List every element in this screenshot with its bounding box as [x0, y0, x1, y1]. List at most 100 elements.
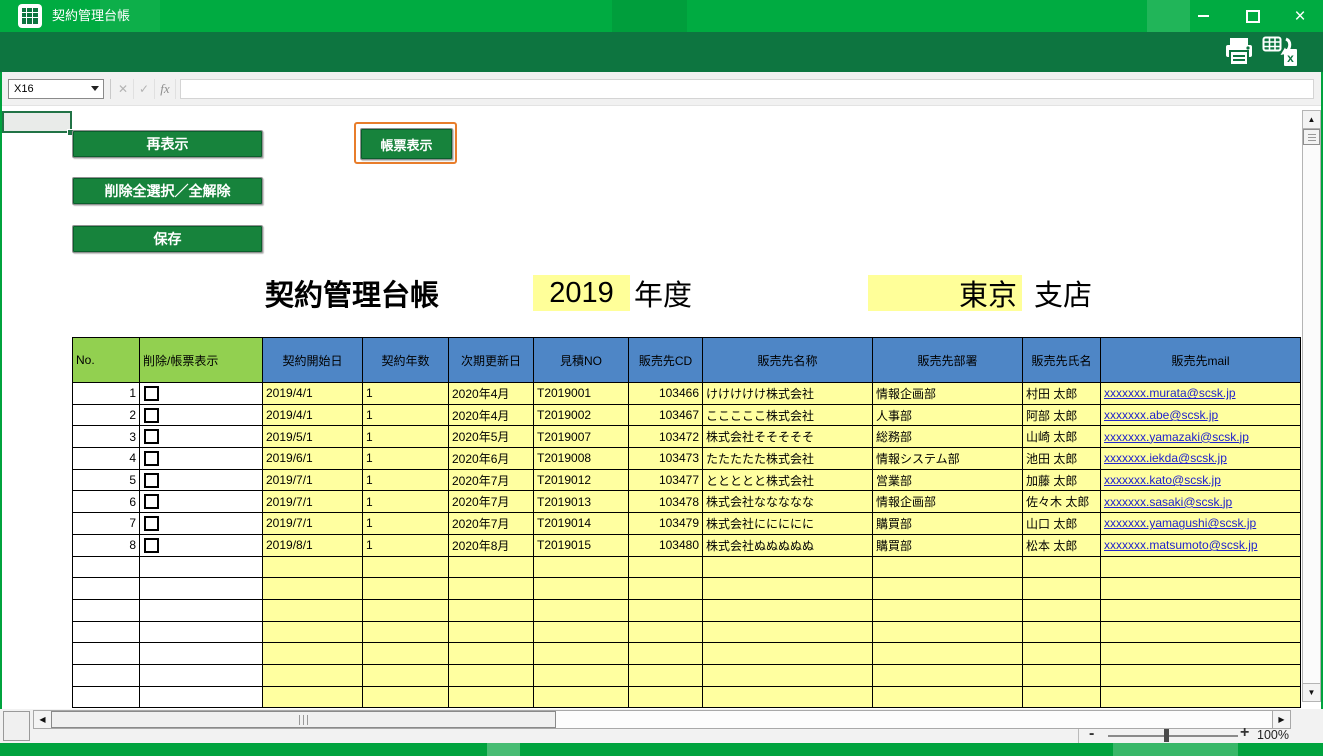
- cell-empty[interactable]: [448, 620, 534, 644]
- cell-customer-dept[interactable]: 購買部: [872, 533, 1023, 557]
- cell-empty[interactable]: [1100, 577, 1301, 600]
- cell-empty[interactable]: [362, 620, 449, 644]
- confirm-entry-button[interactable]: ✓: [134, 79, 155, 99]
- minimize-button[interactable]: [1180, 0, 1226, 32]
- cell-customer-cd[interactable]: 103473: [628, 447, 703, 470]
- close-button[interactable]: ×: [1277, 0, 1323, 32]
- zoom-slider-track[interactable]: [1108, 735, 1238, 737]
- cell-customer-cd[interactable]: 103479: [628, 512, 703, 535]
- cell-empty[interactable]: [448, 642, 534, 665]
- cell-empty[interactable]: [262, 620, 363, 644]
- delete-checkbox[interactable]: [144, 537, 159, 553]
- delete-checkbox[interactable]: [144, 472, 159, 488]
- cell-empty[interactable]: [1100, 663, 1301, 687]
- cell-empty[interactable]: [448, 555, 534, 579]
- cell-delete-flag[interactable]: [139, 620, 263, 644]
- cell-customer-cd[interactable]: 103480: [628, 533, 703, 557]
- cell-empty[interactable]: [872, 685, 1023, 709]
- cell-customer-name[interactable]: けけけけけ株式会社: [702, 382, 873, 405]
- cell-empty[interactable]: [262, 685, 363, 709]
- cell-empty[interactable]: [872, 620, 1023, 644]
- cell-next-renewal[interactable]: 2020年6月: [448, 447, 534, 470]
- customer-mail-link[interactable]: xxxxxxx.abe@scsk.jp: [1104, 408, 1219, 423]
- cell-contract-years[interactable]: 1: [362, 382, 449, 405]
- cell-contract-years[interactable]: 1: [362, 468, 449, 492]
- selected-cell[interactable]: [2, 111, 72, 133]
- cell-empty[interactable]: [448, 577, 534, 600]
- cell-empty[interactable]: [628, 620, 703, 644]
- cell-customer-person[interactable]: 山崎 太郎: [1022, 425, 1101, 449]
- cell-empty[interactable]: [1022, 642, 1101, 665]
- cell-no[interactable]: 3: [72, 425, 140, 449]
- cell-quote-no[interactable]: T2019007: [533, 425, 629, 449]
- cell-empty[interactable]: [362, 555, 449, 579]
- cell-customer-name[interactable]: 株式会社そそそそそ: [702, 425, 873, 449]
- cell-next-renewal[interactable]: 2020年4月: [448, 382, 534, 405]
- cell-no[interactable]: 8: [72, 533, 140, 557]
- cell-empty[interactable]: [1100, 685, 1301, 709]
- horizontal-scrollbar-thumb[interactable]: [51, 711, 556, 728]
- cell-delete-flag[interactable]: [139, 685, 263, 709]
- cell-no[interactable]: [72, 685, 140, 709]
- cell-empty[interactable]: [1100, 642, 1301, 665]
- cell-empty[interactable]: [628, 555, 703, 579]
- customer-mail-link[interactable]: xxxxxxx.yamazaki@scsk.jp: [1104, 429, 1249, 444]
- name-box[interactable]: X16: [8, 79, 104, 99]
- cell-empty[interactable]: [262, 663, 363, 687]
- customer-mail-link[interactable]: xxxxxxx.matsumoto@scsk.jp: [1104, 538, 1258, 553]
- cell-next-renewal[interactable]: 2020年7月: [448, 490, 534, 514]
- cell-quote-no[interactable]: T2019008: [533, 447, 629, 470]
- cell-empty[interactable]: [1100, 555, 1301, 579]
- cell-no[interactable]: 1: [72, 382, 140, 405]
- cell-customer-dept[interactable]: 情報企画部: [872, 490, 1023, 514]
- cell-empty[interactable]: [628, 577, 703, 600]
- cell-no[interactable]: [72, 598, 140, 622]
- cell-start-date[interactable]: 2019/4/1: [262, 382, 363, 405]
- cell-start-date[interactable]: 2019/4/1: [262, 403, 363, 427]
- cell-customer-person[interactable]: 佐々木 太郎: [1022, 490, 1101, 514]
- cell-no[interactable]: 6: [72, 490, 140, 514]
- cell-quote-no[interactable]: T2019015: [533, 533, 629, 557]
- cell-contract-years[interactable]: 1: [362, 403, 449, 427]
- cell-customer-person[interactable]: 池田 太郎: [1022, 447, 1101, 470]
- cell-empty[interactable]: [628, 598, 703, 622]
- cell-empty[interactable]: [448, 598, 534, 622]
- cell-quote-no[interactable]: T2019013: [533, 490, 629, 514]
- cell-empty[interactable]: [448, 663, 534, 687]
- cell-empty[interactable]: [262, 555, 363, 579]
- cell-customer-dept[interactable]: 情報企画部: [872, 382, 1023, 405]
- cell-customer-dept[interactable]: 総務部: [872, 425, 1023, 449]
- cell-contract-years[interactable]: 1: [362, 533, 449, 557]
- cell-empty[interactable]: [872, 598, 1023, 622]
- scroll-right-button[interactable]: ▶: [1272, 711, 1290, 728]
- cell-empty[interactable]: [533, 685, 629, 709]
- cell-empty[interactable]: [702, 685, 873, 709]
- horizontal-scrollbar[interactable]: ◀ ▶: [33, 710, 1291, 729]
- cell-empty[interactable]: [1022, 555, 1101, 579]
- cell-customer-name[interactable]: 株式会社ににににに: [702, 512, 873, 535]
- cell-customer-dept[interactable]: 営業部: [872, 468, 1023, 492]
- delete-checkbox[interactable]: [144, 407, 159, 423]
- cell-empty[interactable]: [448, 685, 534, 709]
- cell-empty[interactable]: [1022, 663, 1101, 687]
- cell-empty[interactable]: [872, 642, 1023, 665]
- cell-empty[interactable]: [628, 663, 703, 687]
- cell-empty[interactable]: [533, 577, 629, 600]
- cell-customer-cd[interactable]: 103472: [628, 425, 703, 449]
- cell-empty[interactable]: [702, 598, 873, 622]
- cell-customer-person[interactable]: 松本 太郎: [1022, 533, 1101, 557]
- insert-function-button[interactable]: fx: [155, 79, 176, 99]
- delete-checkbox[interactable]: [144, 386, 159, 401]
- cell-empty[interactable]: [533, 620, 629, 644]
- cell-empty[interactable]: [1022, 620, 1101, 644]
- cell-customer-name[interactable]: 株式会社ぬぬぬぬぬ: [702, 533, 873, 557]
- vertical-scrollbar-thumb[interactable]: [1303, 129, 1320, 145]
- cell-empty[interactable]: [1022, 598, 1101, 622]
- cell-no[interactable]: 4: [72, 447, 140, 470]
- cell-empty[interactable]: [872, 663, 1023, 687]
- cell-customer-cd[interactable]: 103478: [628, 490, 703, 514]
- delete-checkbox[interactable]: [144, 494, 159, 510]
- cell-customer-name[interactable]: こここここ株式会社: [702, 403, 873, 427]
- scroll-left-button[interactable]: ◀: [34, 711, 52, 728]
- cell-empty[interactable]: [702, 642, 873, 665]
